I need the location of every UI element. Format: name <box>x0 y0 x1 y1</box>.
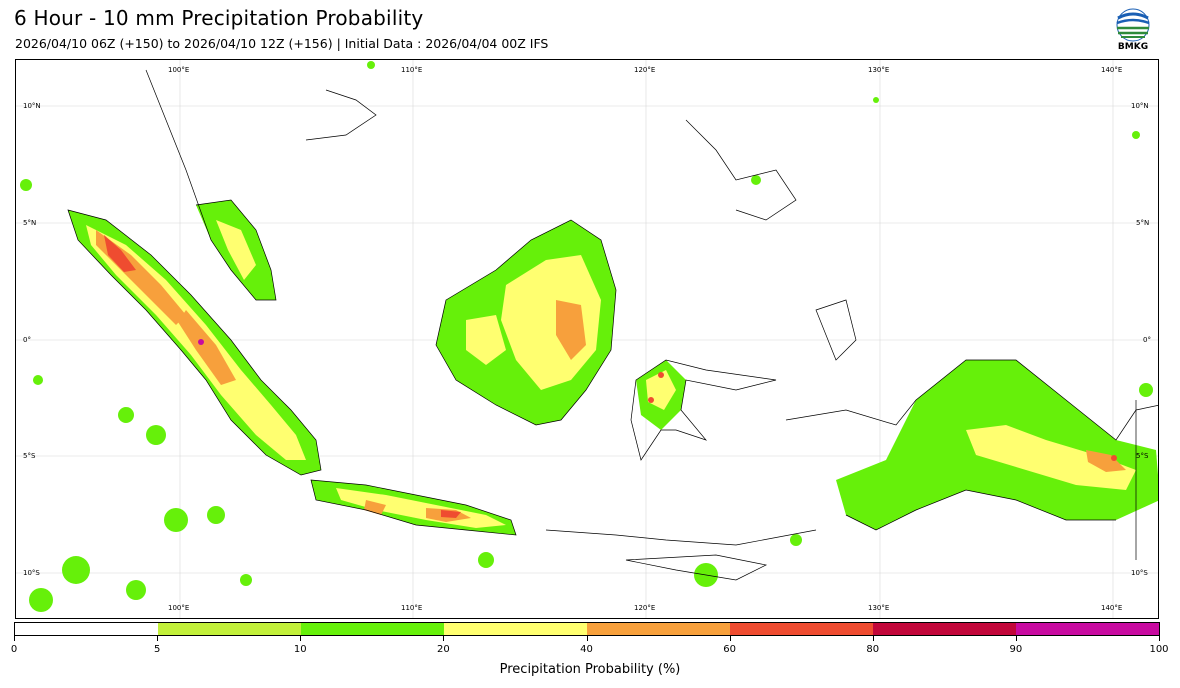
colorbar-tick-mark <box>300 636 302 641</box>
colorbar-tick-mark <box>1159 636 1160 641</box>
colorbar-tick-label: 5 <box>153 644 161 655</box>
colorbar-segment <box>15 623 158 635</box>
lon-label: 130°E <box>868 604 889 612</box>
colorbar-segment <box>301 623 444 635</box>
colorbar-segment <box>444 623 587 635</box>
lon-label: 130°E <box>868 66 889 74</box>
precipitation-map: 100°E 110°E 120°E 130°E 140°E 100°E 110°… <box>16 60 1158 618</box>
logo-text: BMKG <box>1117 42 1149 52</box>
colorbar-tick-label: 0 <box>10 644 18 655</box>
lat-label: 10°S <box>23 569 40 577</box>
lon-label: 110°E <box>401 66 422 74</box>
lat-label: 0° <box>1143 336 1151 344</box>
lat-label: 0° <box>23 336 31 344</box>
colorbar-tick-label: 100 <box>1149 644 1169 655</box>
precip-field <box>20 61 1158 612</box>
colorbar-tick-label: 60 <box>723 644 736 655</box>
lat-label: 5°S <box>23 452 36 460</box>
colorbar-tick-mark <box>872 636 874 641</box>
map-area: 100°E 110°E 120°E 130°E 140°E 100°E 110°… <box>15 59 1159 619</box>
colorbar-tick-label: 40 <box>580 644 593 655</box>
lat-label: 5°N <box>1136 219 1149 227</box>
lon-label: 100°E <box>168 66 189 74</box>
graticule <box>16 60 1158 618</box>
lat-labels-left: 10°N 5°N 0° 5°S 10°S <box>23 102 41 577</box>
colorbar-segment <box>730 623 873 635</box>
lon-labels-bottom: 100°E 110°E 120°E 130°E 140°E <box>168 604 1122 612</box>
colorbar-tick-mark <box>14 636 15 641</box>
colorbar-tick-mark <box>1015 636 1017 641</box>
lat-label: 10°S <box>1131 569 1148 577</box>
colorbar-tick-label: 90 <box>1009 644 1023 655</box>
colorbar-title: Precipitation Probability (%) <box>499 662 681 677</box>
colorbar-segment <box>587 623 730 635</box>
colorbar-tick-label: 80 <box>866 644 880 655</box>
lat-label: 5°S <box>1136 452 1149 460</box>
bmkg-logo <box>1116 8 1150 42</box>
lon-labels-top: 100°E 110°E 120°E 130°E 140°E <box>168 66 1122 74</box>
lon-label: 140°E <box>1101 66 1122 74</box>
colorbar-segment <box>158 623 301 635</box>
colorbar <box>14 622 1160 636</box>
colorbar-segment <box>1016 623 1159 635</box>
lon-label: 110°E <box>401 604 422 612</box>
lon-label: 140°E <box>1101 604 1122 612</box>
lon-label: 120°E <box>634 66 655 74</box>
lon-label: 120°E <box>634 604 655 612</box>
colorbar-tick-mark <box>157 636 159 641</box>
colorbar-tick-label: 10 <box>293 644 307 655</box>
map-title: 6 Hour - 10 mm Precipitation Probability <box>14 6 424 30</box>
colorbar-tick-label: 20 <box>437 644 450 655</box>
map-subtitle: 2026/04/10 06Z (+150) to 2026/04/10 12Z … <box>15 36 549 51</box>
lat-label: 10°N <box>1131 102 1149 110</box>
colorbar-tick-mark <box>729 636 731 641</box>
lat-label: 10°N <box>23 102 41 110</box>
lat-labels-right: 10°N 5°N 0° 5°S 10°S <box>1131 102 1151 577</box>
coastlines <box>67 69 1158 581</box>
colorbar-tick-mark <box>443 636 445 641</box>
lon-label: 100°E <box>168 604 189 612</box>
colorbar-segment <box>873 623 1016 635</box>
lat-label: 5°N <box>23 219 36 227</box>
colorbar-tick-mark <box>586 636 588 641</box>
